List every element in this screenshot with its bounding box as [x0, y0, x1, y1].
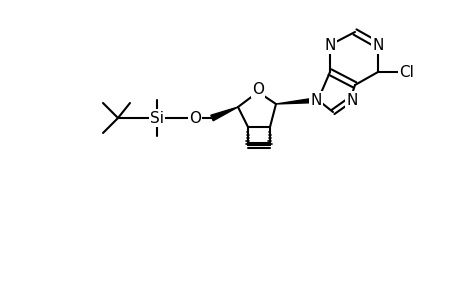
Text: N: N — [346, 92, 357, 107]
Text: O: O — [189, 110, 201, 125]
Polygon shape — [275, 98, 318, 104]
Text: Si: Si — [150, 110, 164, 125]
Text: N: N — [324, 38, 335, 52]
Text: N: N — [371, 38, 383, 52]
Text: N: N — [310, 92, 321, 107]
Text: Cl: Cl — [399, 64, 414, 80]
Polygon shape — [210, 107, 237, 121]
Text: O: O — [252, 82, 263, 97]
